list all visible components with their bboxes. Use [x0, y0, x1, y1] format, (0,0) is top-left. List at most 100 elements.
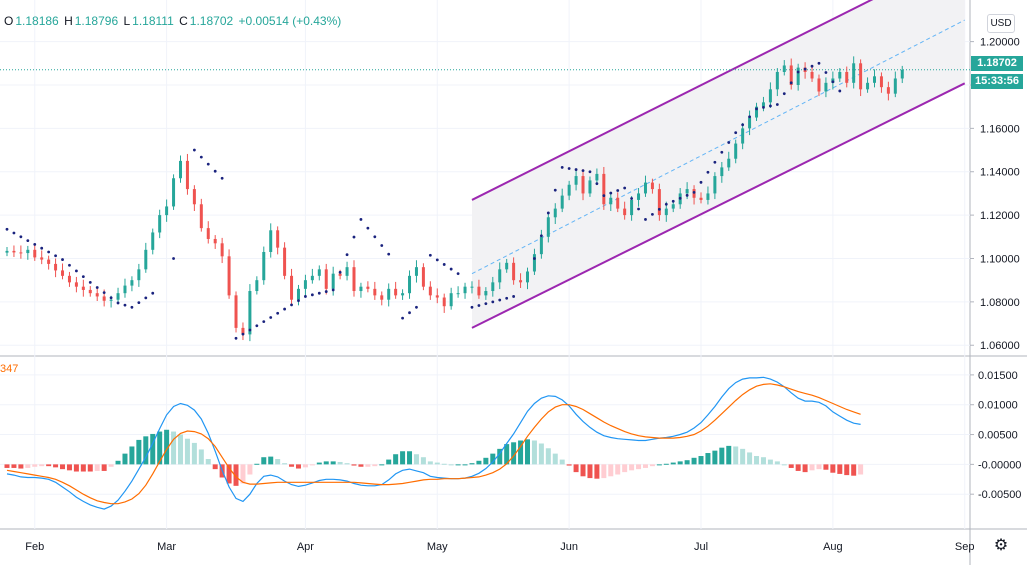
candle-body: [144, 249, 148, 270]
macd-histogram-bar: [302, 464, 308, 468]
currency-button[interactable]: USD: [987, 14, 1015, 33]
macd-histogram-bar: [767, 459, 773, 465]
candle-body: [713, 176, 717, 194]
psar-dot: [366, 226, 370, 230]
macd-histogram-bar: [386, 459, 392, 465]
macd-histogram-bar: [164, 429, 170, 465]
candle-body: [706, 193, 710, 200]
macd-histogram-bar: [802, 464, 808, 473]
last-price-badge: 1.18702: [971, 56, 1023, 71]
psar-dot: [137, 301, 141, 304]
candle-body: [95, 293, 99, 297]
candle-body: [19, 252, 23, 254]
candle-body: [643, 182, 647, 194]
candle-body: [741, 128, 745, 144]
psar-dot: [192, 148, 196, 152]
macd-histogram-bar: [705, 453, 711, 465]
psar-dot: [220, 176, 224, 180]
macd-histogram-bar: [615, 464, 621, 475]
macd-histogram-bar: [226, 464, 232, 484]
psar-dot: [748, 115, 751, 119]
macd-histogram-bar: [552, 453, 558, 465]
candle-body: [553, 208, 557, 218]
candle-body: [109, 299, 113, 301]
price-tick-label: 1.08000: [980, 297, 1020, 309]
price-tick-label: 1.12000: [980, 210, 1020, 222]
psar-dot: [637, 207, 640, 211]
macd-histogram-bar: [760, 457, 766, 465]
psar-dot: [817, 61, 821, 65]
time-tick-label: Jul: [694, 541, 708, 553]
candle-body: [456, 293, 460, 295]
macd-histogram-bar: [289, 464, 295, 467]
candle-body: [345, 267, 349, 276]
candle-body: [373, 288, 377, 296]
candle-body: [782, 65, 786, 72]
candle-body: [359, 286, 363, 292]
psar-dot: [664, 202, 668, 206]
macd-histogram-bar: [497, 448, 503, 465]
candle-body: [88, 289, 92, 294]
psar-dot: [609, 191, 613, 195]
macd-histogram-bar: [254, 463, 260, 465]
macd-histogram-bar: [837, 464, 843, 474]
macd-histogram-bar: [205, 459, 211, 465]
psar-dot: [352, 235, 356, 239]
macd-histogram-bar: [427, 461, 433, 465]
macd-histogram-bar: [268, 456, 274, 465]
psar-dot: [581, 169, 585, 173]
psar-dot: [304, 295, 307, 298]
candle-body: [845, 71, 849, 83]
psar-dot: [775, 103, 779, 106]
macd-histogram-bar: [691, 457, 697, 465]
psar-dot: [75, 269, 78, 273]
macd-histogram-bar: [400, 451, 406, 465]
candle-body: [574, 176, 578, 185]
close-label: C: [179, 14, 188, 28]
candle-body: [817, 78, 821, 92]
candle-body: [435, 295, 439, 298]
regression-channel: [0, 0, 970, 329]
psar-dot: [539, 234, 543, 238]
high-value: 1.18796: [74, 14, 119, 28]
macd-histogram-bar: [73, 464, 79, 472]
psar-dot: [595, 182, 599, 186]
psar-dot: [95, 286, 99, 289]
psar-dot: [706, 170, 710, 174]
macd-histogram-bar: [18, 464, 24, 469]
macd-tick-label: 0.01500: [978, 370, 1018, 382]
time-tick-label: Mar: [157, 541, 176, 553]
psar-dot: [206, 162, 210, 166]
psar-dot: [533, 257, 536, 260]
macd-histogram-bar: [636, 464, 642, 470]
candle-body: [657, 189, 661, 216]
macd-histogram-bar: [434, 462, 440, 465]
candle-body: [477, 286, 481, 296]
time-tick-label: Aug: [823, 541, 843, 553]
macd-histogram-bar: [4, 464, 10, 468]
candle-body: [595, 173, 599, 181]
macd-histogram-bar: [441, 463, 447, 465]
psar-dot: [387, 252, 391, 256]
macd-histogram-bar: [545, 448, 551, 465]
candle-body: [123, 285, 127, 294]
candle-body: [442, 297, 446, 307]
candle-body: [81, 286, 85, 290]
candle-body: [317, 269, 321, 276]
candle-body: [900, 69, 904, 79]
macd-histogram-bar: [525, 439, 530, 465]
gear-icon[interactable]: ⚙: [993, 537, 1009, 554]
candle-body: [755, 106, 759, 118]
candle-body: [727, 158, 731, 168]
macd-histogram-bar: [830, 464, 836, 473]
candle-body: [866, 82, 870, 90]
candle-body: [401, 293, 405, 296]
macd-histogram-bar: [282, 463, 288, 465]
signal-line: [6, 383, 861, 505]
macd-histogram-bar: [622, 464, 628, 473]
candle-body: [699, 197, 703, 200]
candle-body: [602, 173, 606, 205]
candle-body: [220, 243, 224, 257]
candle-body: [650, 182, 654, 190]
